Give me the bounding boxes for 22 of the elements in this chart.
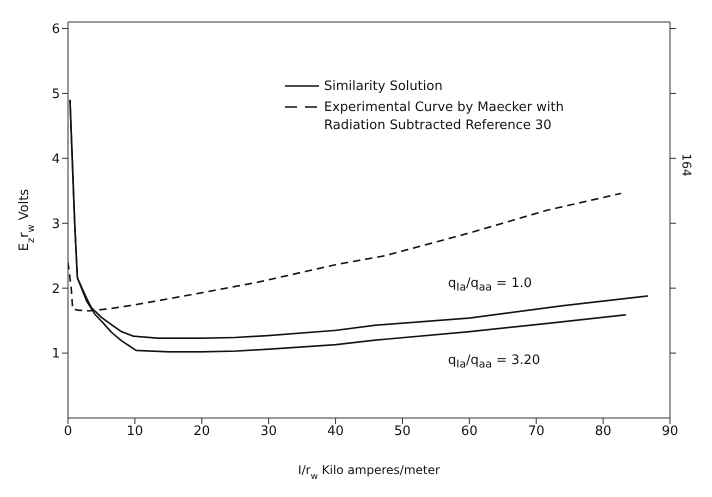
annotation: q$_{Ia}$/q$_{aa}$ = 1.0: [448, 276, 532, 294]
y-tick-label: 6: [52, 22, 60, 38]
x-tick-label: 20: [194, 424, 210, 440]
y-tick-label: 2: [52, 282, 60, 297]
x-axis-title: I/r$_{w}$ Kilo amperes/meter: [298, 463, 440, 482]
x-tick-label: 0: [64, 424, 72, 440]
x-tick-label: 40: [327, 424, 344, 440]
y-tick-label: 1: [52, 346, 60, 362]
x-tick-label: 70: [528, 424, 544, 440]
x-tick-label: 90: [662, 424, 678, 440]
annotation: q$_{Ia}$/q$_{aa}$ = 3.20: [448, 353, 540, 371]
x-tick-label: 50: [394, 424, 411, 440]
legend-label: Similarity Solution: [324, 78, 443, 96]
x-tick-label: 80: [594, 424, 612, 440]
x-tick-label: 10: [126, 424, 144, 440]
legend-label: Experimental Curve by Maecker with Radiation Subtracted Reference 30: [324, 99, 565, 135]
y-tick-label: 4: [52, 152, 60, 167]
x-tick-label: 60: [461, 424, 478, 440]
y-tick-label: 3: [52, 216, 60, 232]
y-tick-label: 5: [52, 87, 60, 102]
text: 164: [680, 154, 694, 176]
x-tick-label: 30: [260, 424, 277, 440]
